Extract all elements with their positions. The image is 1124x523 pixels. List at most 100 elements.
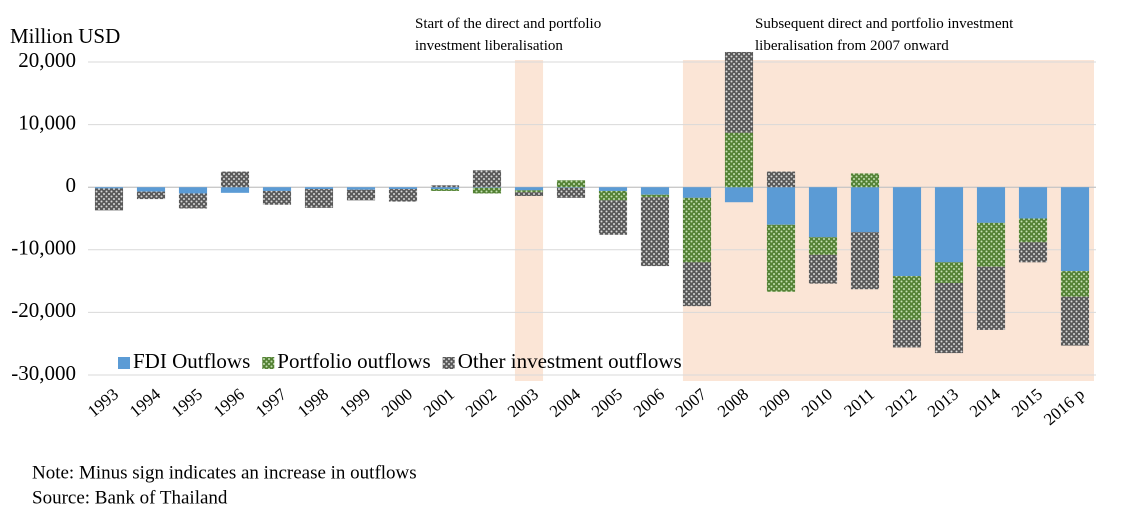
bar-segment	[850, 232, 880, 290]
y-axis-label: Million USD	[10, 24, 120, 48]
y-tick-label: -30,000	[11, 361, 76, 385]
bar-segment	[472, 187, 502, 194]
x-tick-label: 2014	[966, 384, 1005, 421]
bar-segment	[976, 266, 1006, 330]
x-tick-label: 2002	[462, 385, 500, 421]
x-tick-label: 1998	[294, 385, 332, 421]
x-tick-label: 1994	[126, 384, 165, 421]
bar-segment	[430, 187, 460, 190]
bar-segment	[640, 194, 670, 198]
bar-segment	[724, 51, 754, 133]
bar-segment	[682, 187, 712, 198]
legend-swatch	[442, 357, 455, 369]
bar-segment	[1018, 242, 1048, 263]
x-tick-label: 2008	[714, 385, 752, 421]
x-tick-label: 2003	[504, 385, 542, 421]
bar-segment	[430, 189, 460, 191]
shaded-period	[514, 60, 544, 381]
bar-segment	[640, 187, 670, 195]
bar-segment	[556, 187, 586, 188]
x-tick-label: 1997	[252, 384, 291, 421]
note: Source: Bank of Thailand	[32, 487, 228, 508]
bar-segment	[388, 189, 418, 202]
x-tick-label: 1995	[168, 385, 206, 421]
x-tick-label: 2004	[546, 384, 585, 421]
bar-segment	[892, 276, 922, 320]
x-tick-label: 2006	[630, 385, 668, 421]
y-tick-label: 0	[66, 173, 77, 197]
bar-segment	[514, 192, 544, 196]
bar-segment	[262, 190, 292, 205]
bar-segment	[556, 180, 586, 188]
bar-segment	[1060, 271, 1090, 297]
bar-segment	[346, 187, 376, 190]
bar-segment	[1060, 187, 1090, 272]
bar-segment	[598, 187, 628, 191]
bar-segment	[766, 187, 796, 225]
x-tick-label: 2012	[882, 385, 920, 421]
bar-segment	[976, 222, 1006, 267]
bar-segment	[850, 187, 880, 233]
bar-segment	[472, 187, 502, 188]
legend-label: FDI Outflows	[133, 349, 250, 373]
bar-segment	[766, 224, 796, 292]
legend-label: Other investment outflows	[458, 349, 682, 373]
bar-segment	[472, 170, 502, 188]
x-tick-label: 2000	[378, 385, 416, 421]
x-tick-label: 1993	[84, 385, 122, 421]
bar-segment	[766, 171, 796, 188]
bar-segment	[976, 187, 1006, 223]
bar-segment	[598, 200, 628, 235]
bar-segment	[136, 187, 166, 192]
bar-segment	[724, 187, 754, 203]
bar-segment	[1018, 218, 1048, 243]
bar-segment	[682, 197, 712, 263]
y-tick-label: -10,000	[11, 236, 76, 260]
bar-segment	[808, 237, 838, 255]
bar-segment	[808, 254, 838, 284]
bar-segment	[850, 173, 880, 188]
bar-segment	[94, 188, 124, 211]
y-tick-label: 20,000	[18, 48, 76, 72]
bar-segment	[304, 189, 334, 208]
bar-segment	[220, 171, 250, 188]
bar-segment	[304, 187, 334, 190]
bar-segment	[136, 191, 166, 200]
bar-segment	[724, 132, 754, 188]
bar-segment	[514, 190, 544, 193]
x-tick-label: 2011	[840, 385, 878, 421]
annotation: Start of the direct and portfolio	[415, 16, 601, 32]
bar-segment	[178, 187, 208, 194]
x-tick-label: 2005	[588, 385, 626, 421]
bar-segment	[262, 187, 292, 191]
bar-segment	[430, 185, 460, 188]
bar-segment	[892, 187, 922, 277]
bar-segment	[682, 262, 712, 307]
bar-segment	[892, 319, 922, 348]
legend-label: Portfolio outflows	[277, 349, 430, 373]
bar-segment	[388, 187, 418, 190]
x-tick-label: 2010	[798, 385, 836, 421]
annotation: Subsequent direct and portfolio investme…	[755, 16, 1014, 32]
bar-segment	[598, 190, 628, 201]
note: Note: Minus sign indicates an increase i…	[32, 462, 417, 483]
x-tick-label: 2001	[420, 385, 458, 421]
legend-swatch	[262, 357, 275, 369]
bar-segment	[220, 187, 250, 193]
bar-segment	[640, 197, 670, 267]
bar-segment	[1060, 296, 1090, 346]
y-tick-label: -20,000	[11, 298, 76, 322]
legend-swatch	[118, 357, 130, 369]
bar-segment	[94, 187, 124, 189]
bar-segment	[934, 262, 964, 283]
annotation: investment liberalisation	[415, 38, 563, 54]
x-tick-label: 1996	[210, 385, 248, 421]
x-tick-label: 2013	[924, 385, 962, 421]
bar-segment	[514, 187, 544, 191]
bar-segment	[178, 193, 208, 209]
x-tick-label: 2009	[756, 385, 794, 421]
bar-segment	[346, 189, 376, 201]
bar-segment	[808, 187, 838, 238]
bar-segment	[556, 187, 586, 198]
